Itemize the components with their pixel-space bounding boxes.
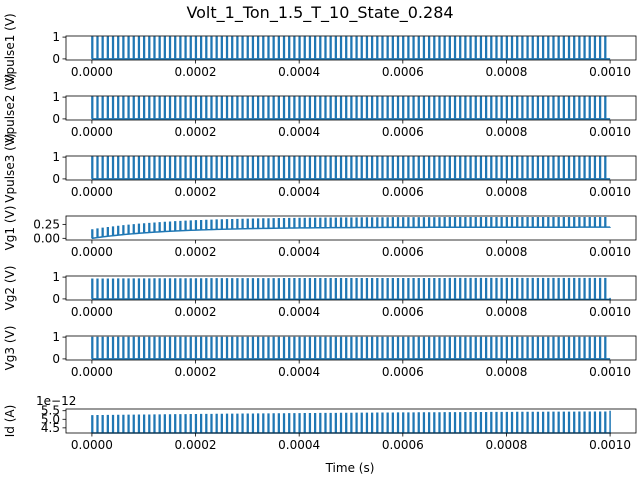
series-line [91, 96, 611, 120]
subplot-5: 0.0000 0.0002 0.0004 0.0006 0.0008 0.0010 0 1 Vg… [3, 266, 637, 319]
subplot-6: 0.0000 0.0002 0.0004 0.0006 0.0008 0.0010 0 1 Vg… [3, 326, 637, 379]
series-line [91, 277, 611, 301]
subplots: 0.0000 0.0002 0.0004 0.0006 0.0008 0.001001Vp… [3, 13, 637, 452]
x-tick-label: 0.0006 [382, 305, 424, 319]
x-tick-label: 0.0010 [589, 65, 631, 79]
x-tick-label: 0.0006 [382, 438, 424, 452]
x-tick-label: 0.0008 [485, 305, 527, 319]
subplot-7: 0.0000 0.0002 0.0004 0.0006 0.0008 0.00104.55… [3, 394, 637, 452]
x-tick-label: 0.0006 [382, 185, 424, 199]
x-tick-label: 0.0002 [175, 125, 217, 139]
y-tick-label: 1 [52, 90, 60, 104]
y-axis-label: Vg3 (V) [3, 326, 17, 371]
x-axis-label: Time (s) [325, 461, 375, 475]
x-tick-label: 0.0000 [71, 65, 113, 79]
y-axis-label: Vpulse2 (V) [3, 73, 17, 142]
subplot-2: 0.0000 0.0002 0.0004 0.0006 0.0008 0.0010 0 1 Vp… [3, 73, 637, 143]
axes-frame [65, 35, 637, 61]
x-tick-label: 0.0004 [278, 65, 320, 79]
x-tick-label: 0.0000 [71, 125, 113, 139]
figure-title: Volt_1_Ton_1.5_T_10_State_0.284 [186, 3, 453, 23]
y-tick-label: 1 [52, 270, 60, 284]
y-tick-label: 1 [52, 30, 60, 44]
series-line [91, 216, 611, 240]
y-axis-label: Id (A) [3, 405, 17, 438]
axes-frame [65, 408, 637, 434]
x-tick-label: 0.0008 [485, 125, 527, 139]
x-tick-label: 0.0006 [382, 245, 424, 259]
x-tick-label: 0.0000 [71, 365, 113, 379]
axes-frame [65, 275, 637, 301]
x-tick-label: 0.0008 [485, 65, 527, 79]
y-tick-label: 1 [52, 150, 60, 164]
series-line [91, 36, 611, 60]
axes-frame [65, 335, 637, 361]
x-tick-label: 0.0002 [175, 438, 217, 452]
y-axis-label: Vg1 (V) [3, 206, 17, 251]
x-tick-label: 0.0002 [175, 305, 217, 319]
x-tick-label: 0.0006 [382, 125, 424, 139]
series-line [91, 156, 611, 180]
x-tick-label: 0.0002 [175, 245, 217, 259]
y-axis-label: Vg2 (V) [3, 266, 17, 311]
y-tick-label: 5.0 [41, 412, 60, 426]
y-tick-label: 5.5 [41, 404, 60, 418]
x-tick-label: 0.0002 [175, 365, 217, 379]
x-tick-label: 0.0008 [485, 365, 527, 379]
x-tick-label: 0.0008 [485, 438, 527, 452]
subplot-3: 0.0000 0.0002 0.0004 0.0006 0.0008 0.0010 0 1 Vp… [3, 133, 637, 203]
y-tick-label: 0 [52, 352, 60, 366]
series-line [91, 410, 611, 434]
x-tick-label: 0.0000 [71, 185, 113, 199]
y-axis-label: Vpulse1 (V) [3, 13, 17, 82]
series-line [91, 336, 611, 360]
x-tick-label: 0.0008 [485, 245, 527, 259]
y-tick-label: 0.25 [33, 217, 60, 231]
y-tick-label: 0 [52, 52, 60, 66]
x-tick-label: 0.0010 [589, 365, 631, 379]
x-tick-label: 0.0004 [278, 125, 320, 139]
x-tick-label: 0.0006 [382, 65, 424, 79]
x-tick-label: 0.0004 [278, 245, 320, 259]
subplot-1: 0.0000 0.0002 0.0004 0.0006 0.0008 0.0010 0 1 Vp… [3, 13, 637, 83]
y-offset-text: 1e−12 [36, 394, 76, 408]
axes-frame [65, 95, 637, 121]
x-tick-label: 0.0010 [589, 185, 631, 199]
y-tick-label: 0.00 [33, 231, 60, 245]
y-tick-label: 1 [52, 330, 60, 344]
subplot-4: 0.0000 0.0002 0.0004 0.0006 0.0008 0.0010 0.00… [3, 206, 637, 259]
y-tick-label: 0 [52, 292, 60, 306]
axes-frame [65, 155, 637, 181]
y-tick-label: 0 [52, 112, 60, 126]
x-tick-label: 0.0006 [382, 365, 424, 379]
x-tick-label: 0.0010 [589, 438, 631, 452]
x-tick-label: 0.0002 [175, 65, 217, 79]
x-tick-label: 0.0000 [71, 245, 113, 259]
x-tick-label: 0.0010 [589, 125, 631, 139]
x-tick-label: 0.0004 [278, 365, 320, 379]
x-tick-label: 0.0004 [278, 438, 320, 452]
x-tick-label: 0.0008 [485, 185, 527, 199]
axes-frame [65, 215, 637, 241]
x-tick-label: 0.0010 [589, 245, 631, 259]
y-tick-label: 0 [52, 172, 60, 186]
x-tick-label: 0.0010 [589, 305, 631, 319]
y-axis-label: Vpulse3 (V) [3, 133, 17, 202]
x-tick-label: 0.0004 [278, 305, 320, 319]
y-tick-label: 4.5 [41, 421, 60, 435]
x-tick-label: 0.0000 [71, 305, 113, 319]
x-tick-label: 0.0002 [175, 185, 217, 199]
x-tick-label: 0.0000 [71, 438, 113, 452]
x-tick-label: 0.0004 [278, 185, 320, 199]
